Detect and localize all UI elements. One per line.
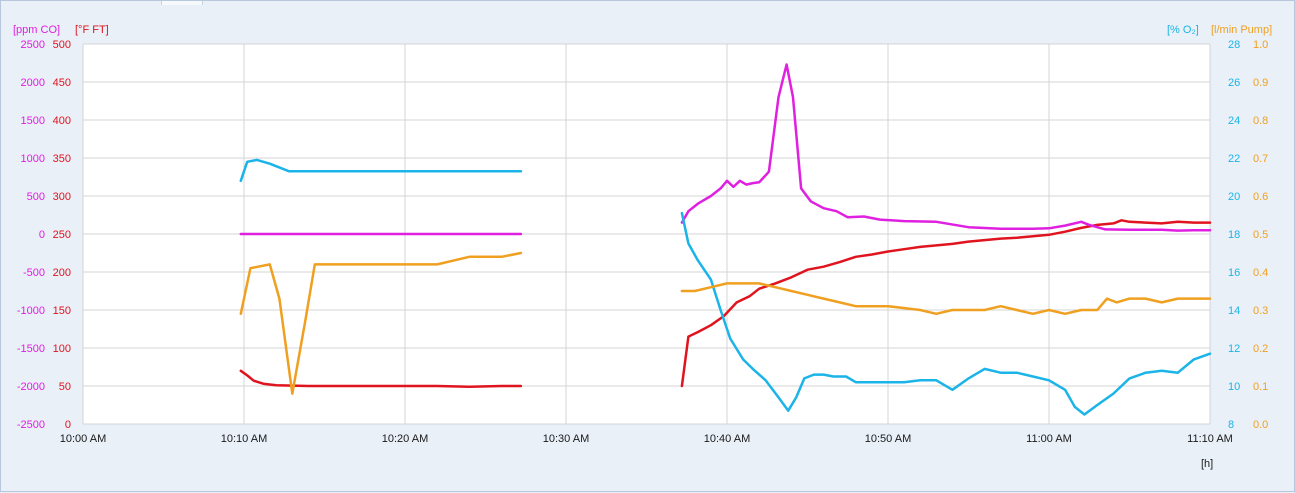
time-axis-ticks: 10:00 AM 10:10 AM 10:20 AM 10:30 AM 10:40 AM… [60,433,1233,445]
time-axis-tick-label: 10:00 AM [60,433,106,445]
oxygen-axis-tick-label: 10 [1228,381,1240,393]
oxygen-axis-tick-label: 8 [1228,419,1234,431]
temperature-axis-tick-label: 250 [53,229,71,241]
time-axis-tick-label: 10:10 AM [221,433,267,445]
pump-axis-tick-label: 0.7 [1253,153,1268,165]
series-line-right-inner [680,211,1212,416]
series-line-left-inner [239,369,523,389]
oxygen-axis-tick-label: 22 [1228,153,1240,165]
co-axis-tick-label: 1500 [21,115,45,127]
oxygen-axis-title: [% O₂] [1167,24,1199,36]
oxygen-axis-ticks: 28 26 24 22 20 18 16 14 12 10 8 [1228,39,1240,431]
co-axis-tick-label: 2000 [21,77,45,89]
time-axis-tick-label: 11:10 AM [1187,433,1233,445]
series-line-right-outer [680,282,1212,316]
temperature-axis-tick-label: 150 [53,305,71,317]
pump-axis-tick-label: 0.1 [1253,381,1268,393]
co-axis-tick-label: 1000 [21,153,45,165]
oxygen-axis-tick-label: 24 [1228,115,1240,127]
co-axis-tick-label: -2500 [17,419,45,431]
temperature-axis-tick-label: 100 [53,343,71,355]
temperature-axis-tick-label: 300 [53,191,71,203]
oxygen-axis-tick-label: 18 [1228,229,1240,241]
pump-axis-tick-label: 0.5 [1253,229,1268,241]
co-axis-tick-label: 0 [39,229,45,241]
temperature-axis-tick-label: 0 [65,419,71,431]
co-axis-ticks: 2500 2000 1500 1000 500 0 -500 -1000 -1500 -2000 -… [17,39,45,431]
pump-axis-tick-label: 0.6 [1253,191,1268,203]
temperature-axis-tick-label: 450 [53,77,71,89]
oxygen-axis-tick-label: 16 [1228,267,1240,279]
window-tab[interactable] [161,1,203,5]
temperature-axis-tick-label: 400 [53,115,71,127]
temperature-axis-tick-label: 350 [53,153,71,165]
temperature-axis-tick-label: 200 [53,267,71,279]
temperature-axis-tick-label: 500 [53,39,71,51]
time-axis-tick-label: 10:20 AM [382,433,428,445]
pump-axis-tick-label: 1.0 [1253,39,1268,51]
co-axis-tick-label: 2500 [21,39,45,51]
co-axis-tick-label: 500 [27,191,45,203]
oxygen-axis-tick-label: 28 [1228,39,1240,51]
series-line-right-inner [239,158,523,183]
time-axis-tick-label: 10:30 AM [543,433,589,445]
pump-axis-tick-label: 0.9 [1253,77,1268,89]
oxygen-axis-tick-label: 26 [1228,77,1240,89]
pump-axis-tick-label: 0.3 [1253,305,1268,317]
oxygen-axis-tick-label: 20 [1228,191,1240,203]
pump-axis-tick-label: 0.8 [1253,115,1268,127]
pump-axis-tick-label: 0.2 [1253,343,1268,355]
series-line-left-outer [680,63,1212,232]
co-axis-title: [ppm CO] [13,24,60,36]
time-axis-tick-label: 10:40 AM [704,433,750,445]
temperature-axis-tick-label: 50 [59,381,71,393]
pump-axis-ticks: 1.0 0.9 0.8 0.7 0.6 0.5 0.4 0.3 0.2 0.1 0.0 [1253,39,1268,431]
co-axis-tick-label: -1000 [17,305,45,317]
oxygen-axis-tick-label: 12 [1228,343,1240,355]
pump-axis-tick-label: 0.4 [1253,267,1268,279]
co-axis-tick-label: -2000 [17,381,45,393]
co-axis-tick-label: -1500 [17,343,45,355]
time-axis-tick-label: 11:00 AM [1026,433,1072,445]
time-unit-label: [h] [1201,458,1213,470]
pump-axis-tick-label: 0.0 [1253,419,1268,431]
co-axis-tick-label: -500 [23,267,45,279]
series-line-right-outer [239,251,523,395]
series-line-left-inner [680,219,1212,388]
series-layer [239,63,1212,416]
temperature-axis-title: [°F FT] [75,24,109,36]
pump-axis-title: [l/min Pump] [1211,24,1272,36]
time-axis-tick-label: 10:50 AM [865,433,911,445]
oxygen-axis-tick-label: 14 [1228,305,1240,317]
